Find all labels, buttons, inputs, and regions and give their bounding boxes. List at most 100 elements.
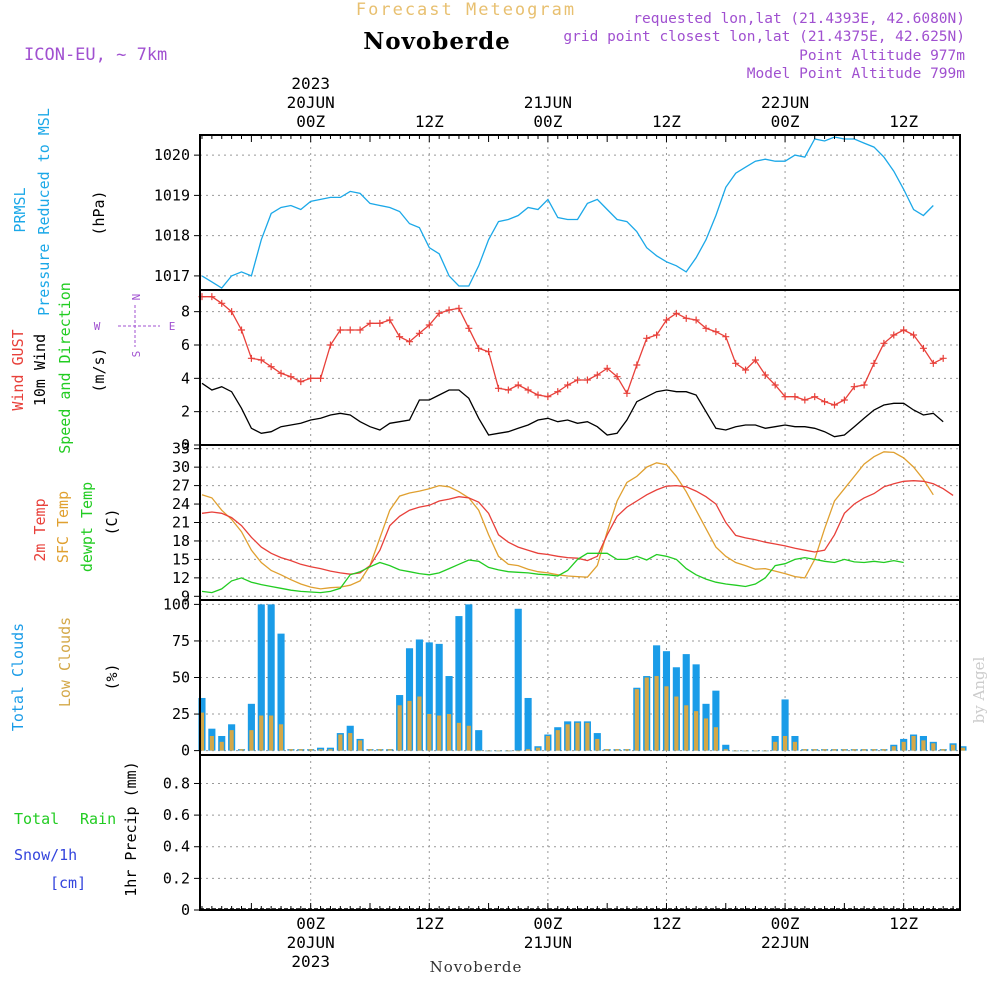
gust-line-point <box>732 359 740 367</box>
wind-panel-frame <box>199 289 961 446</box>
precip-panel-frame <box>199 754 961 911</box>
low-cloud-bar <box>209 735 214 751</box>
gust-line-point <box>613 373 621 381</box>
y-tick-label: 15 <box>172 550 190 568</box>
low-cloud-bar <box>526 749 531 751</box>
gust-line-point <box>653 331 661 339</box>
low-cloud-bar <box>476 750 481 752</box>
time-label-bottom: 20JUN <box>287 933 335 952</box>
precip-axis-label: 1hr Precip (mm) <box>122 761 140 896</box>
low-cloud-bar <box>911 735 916 751</box>
low-cloud-bar <box>634 689 639 751</box>
low-cloud-bar <box>664 686 669 751</box>
y-tick-label: 1020 <box>154 146 190 164</box>
low-cloud-bar <box>852 749 857 751</box>
low-cloud-bar <box>605 749 610 751</box>
time-label-top: 00Z <box>771 112 800 131</box>
gust-line-point <box>593 371 601 379</box>
low-cloud-bar <box>654 676 659 751</box>
low-cloud-bar <box>397 705 402 751</box>
low-cloud-bar <box>249 730 254 751</box>
y-tick-label: 1019 <box>154 186 190 204</box>
gust-line-point <box>247 354 255 362</box>
total-cloud-bar <box>712 690 720 751</box>
y-tick-label: 25 <box>172 705 190 723</box>
low-cloud-bar <box>743 750 748 752</box>
gust-line-point <box>228 308 236 316</box>
low-cloud-bar <box>624 749 630 751</box>
gust-line-point <box>564 381 572 389</box>
total-cloud-bar <box>781 699 789 751</box>
y-tick-label: 0 <box>181 742 190 760</box>
time-label-bottom: 22JUN <box>761 933 809 952</box>
total-cloud-bar <box>415 639 423 751</box>
temp2m-line <box>201 480 954 575</box>
compass-rose: N W E S <box>94 294 176 358</box>
low-cloud-bar <box>437 715 442 751</box>
low-cloud-bar <box>644 677 649 751</box>
gust-line-point <box>445 306 453 314</box>
low-cloud-bar <box>733 750 738 752</box>
wind-unit: (m/s) <box>90 347 108 392</box>
gust-line-point <box>396 333 404 341</box>
dewpt-label: dewpt Temp <box>78 482 96 572</box>
gust-line-point <box>534 391 542 399</box>
snow-label: Snow/1h <box>14 846 77 864</box>
low-cloud-bar <box>288 749 293 751</box>
compass-w: W <box>94 320 101 333</box>
gust-line-point <box>821 398 829 406</box>
gust-line-point <box>781 393 789 401</box>
low-cloud-bar <box>516 750 521 752</box>
low-cloud-bar <box>674 696 679 751</box>
low-cloud-bar <box>456 722 462 751</box>
time-label-top: 2023 <box>291 74 330 93</box>
low-cloud-bar <box>921 740 926 751</box>
low-clouds-label: Low Clouds <box>56 617 74 707</box>
low-cloud-bar <box>219 741 224 751</box>
y-tick-label: 12 <box>172 569 190 587</box>
panel-frames <box>194 134 961 911</box>
compass-n: N <box>130 294 143 301</box>
gust-line-point <box>643 334 651 342</box>
gust-line-point <box>326 341 334 349</box>
low-cloud-bar <box>901 741 906 751</box>
low-cloud-bar <box>328 749 333 751</box>
low-cloud-bar <box>466 725 471 751</box>
gust-line-point <box>850 383 858 391</box>
gust-line-point <box>386 316 394 324</box>
total-cloud-bar <box>514 608 522 751</box>
low-cloud-bar <box>427 714 432 751</box>
compass-s: S <box>130 351 143 358</box>
pressure-unit: (hPa) <box>90 190 108 235</box>
total-cloud-bar <box>455 616 463 751</box>
gust-line-point <box>455 304 463 312</box>
pressure-panel-frame <box>199 134 961 291</box>
gust-line-point <box>514 381 522 389</box>
total-cloud-bar <box>692 664 700 751</box>
time-label-bottom: 00Z <box>296 914 325 933</box>
low-cloud-bar <box>555 730 560 751</box>
gust-line-point <box>870 359 878 367</box>
low-cloud-bar <box>278 724 284 751</box>
y-tick-label: 27 <box>172 477 190 495</box>
gust-line-point <box>574 376 582 384</box>
gust-line-point <box>801 396 809 404</box>
watermark: by Angel <box>970 656 988 723</box>
gust-line-point <box>890 331 898 339</box>
y-tick-label: 24 <box>172 495 190 513</box>
low-cloud-bar <box>891 746 896 751</box>
y-tick-label: 4 <box>181 369 190 387</box>
total-cloud-bar <box>247 703 255 751</box>
compass-e: E <box>169 320 176 333</box>
time-label-bottom: 12Z <box>415 914 444 933</box>
time-label-bottom: 21JUN <box>524 933 572 952</box>
total-cloud-bar <box>722 744 730 751</box>
gust-line-point <box>435 309 443 317</box>
low-cloud-bar <box>862 749 867 751</box>
low-cloud-bar <box>782 735 788 751</box>
low-cloud-bar <box>871 749 877 751</box>
total-cloud-bar <box>405 648 414 751</box>
tick-labels: 1017101810191020024689121518212427303302… <box>154 74 919 971</box>
total-cloud-bar <box>682 654 690 751</box>
gust-line-point <box>712 328 720 336</box>
